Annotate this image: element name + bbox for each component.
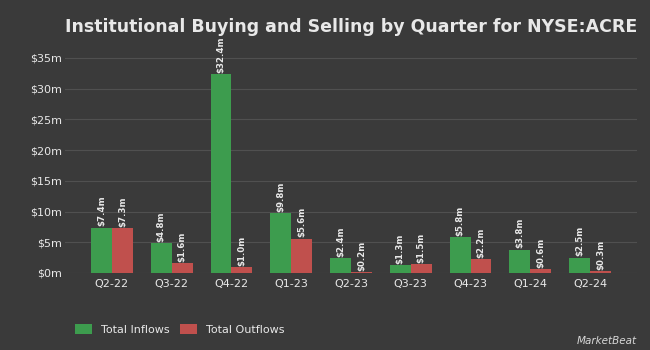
Bar: [390, 265, 411, 273]
Text: $1.3m: $1.3m: [396, 233, 405, 264]
Bar: [91, 228, 112, 273]
Bar: [211, 74, 231, 273]
Text: $1.6m: $1.6m: [177, 232, 187, 262]
Text: $3.8m: $3.8m: [515, 218, 525, 248]
Text: MarketBeat: MarketBeat: [577, 336, 637, 346]
Text: $1.0m: $1.0m: [237, 235, 246, 266]
Bar: [569, 258, 590, 273]
Text: $7.3m: $7.3m: [118, 196, 127, 227]
Bar: [411, 264, 432, 273]
Text: $0.6m: $0.6m: [536, 238, 545, 268]
Bar: [590, 271, 611, 273]
Text: $0.3m: $0.3m: [596, 240, 605, 270]
Text: $2.2m: $2.2m: [476, 228, 486, 258]
Text: $0.2m: $0.2m: [357, 240, 366, 271]
Bar: [270, 213, 291, 273]
Bar: [231, 267, 252, 273]
Bar: [530, 269, 551, 273]
Bar: [112, 228, 133, 273]
Text: $2.4m: $2.4m: [336, 226, 345, 257]
Legend: Total Inflows, Total Outflows: Total Inflows, Total Outflows: [71, 320, 289, 339]
Bar: [330, 258, 351, 273]
Text: $9.8m: $9.8m: [276, 181, 285, 211]
Text: $7.4m: $7.4m: [97, 196, 106, 226]
Bar: [351, 272, 372, 273]
Bar: [450, 237, 471, 273]
Text: $32.4m: $32.4m: [216, 36, 226, 72]
Bar: [291, 239, 312, 273]
Bar: [510, 250, 530, 273]
Title: Institutional Buying and Selling by Quarter for NYSE:ACRE: Institutional Buying and Selling by Quar…: [65, 18, 637, 36]
Text: $1.5m: $1.5m: [417, 232, 426, 262]
Bar: [471, 259, 491, 273]
Text: $4.8m: $4.8m: [157, 212, 166, 242]
Bar: [151, 244, 172, 273]
Text: $5.8m: $5.8m: [456, 206, 465, 236]
Text: $2.5m: $2.5m: [575, 226, 584, 257]
Bar: [172, 263, 192, 273]
Text: $5.6m: $5.6m: [297, 207, 306, 237]
